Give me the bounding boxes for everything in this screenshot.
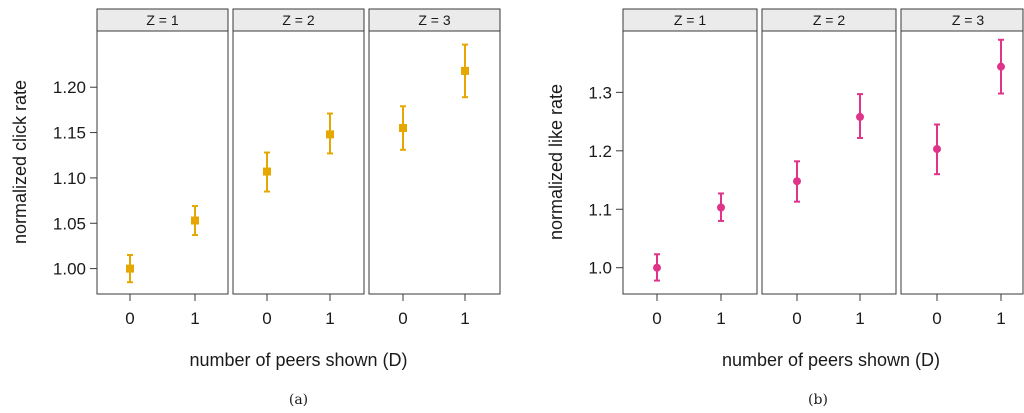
- facet-z3-strip: Z = 3: [900, 8, 1024, 32]
- y-tick-label: 1.00: [53, 260, 86, 279]
- point-marker: [399, 124, 407, 133]
- point-marker: [326, 130, 334, 139]
- facet-z1-panel: [96, 30, 229, 295]
- data-marks: [126, 43, 469, 284]
- x-axis-label: number of peers shown (D): [189, 350, 407, 370]
- y-tick-label: 1.2: [588, 142, 612, 161]
- data-marks: [653, 38, 1005, 282]
- x-tick-label: 1: [996, 309, 1005, 328]
- y-tick-label: 1.3: [588, 83, 612, 102]
- facet-z1-strip: Z = 1: [96, 8, 229, 32]
- subfigure-caption: (a): [289, 392, 308, 408]
- facet-label: Z = 2: [282, 12, 315, 28]
- point-marker: [461, 66, 469, 75]
- point-marker: [126, 264, 134, 273]
- facet-label: Z = 3: [952, 12, 985, 28]
- y-tick-label: 1.10: [53, 169, 86, 188]
- facet-z3-panel: [368, 30, 501, 295]
- data-point: [191, 205, 199, 237]
- data-point: [263, 151, 271, 193]
- x-tick-label: 1: [460, 309, 469, 328]
- chart-b-like-rate: Z = 1 Z = 2 Z = 3 1.0 1.1 1.2 1.3 0 1 0 1 0 1 nu…: [546, 8, 1024, 408]
- x-tick-label: 0: [792, 309, 801, 328]
- y-axis-label: normalized like rate: [546, 84, 566, 240]
- y-axis-ticks: 1.00 1.05 1.10 1.15 1.20: [53, 78, 97, 279]
- data-point: [653, 253, 661, 282]
- point-marker: [997, 62, 1005, 71]
- chart-a-click-rate: Z = 1 Z = 2 Z = 3 1.00 1.05 1.10 1.15 1.20 0…: [10, 8, 501, 408]
- y-axis-ticks: 1.0 1.1 1.2 1.3: [588, 83, 623, 278]
- facet-z2-panel: [232, 30, 365, 295]
- subfigure-caption: (b): [808, 392, 828, 408]
- x-tick-label: 0: [932, 309, 941, 328]
- data-point: [717, 192, 725, 222]
- x-tick-label: 0: [125, 309, 134, 328]
- x-axis-ticks: 0 1 0 1 0 1: [652, 294, 1006, 328]
- point-marker: [793, 177, 801, 186]
- facet-z2-panel: [761, 30, 897, 295]
- facet-z3-panel: [900, 30, 1024, 295]
- facet-z1-panel: [622, 30, 758, 295]
- y-tick-label: 1.0: [588, 259, 612, 278]
- y-axis-label: normalized click rate: [10, 80, 30, 244]
- y-tick-label: 1.15: [53, 124, 86, 143]
- facet-z3-strip: Z = 3: [368, 8, 501, 32]
- x-tick-label: 0: [652, 309, 661, 328]
- x-tick-label: 1: [325, 309, 334, 328]
- point-marker: [191, 216, 199, 225]
- data-point: [461, 43, 469, 99]
- x-tick-label: 0: [262, 309, 271, 328]
- facet-label: Z = 1: [146, 12, 179, 28]
- x-axis-ticks: 0 1 0 1 0 1: [125, 294, 470, 328]
- facet-label: Z = 2: [813, 12, 846, 28]
- data-point: [933, 123, 941, 176]
- y-tick-label: 1.1: [588, 200, 612, 219]
- facet-z1-strip: Z = 1: [622, 8, 758, 32]
- x-tick-label: 1: [716, 309, 725, 328]
- data-point: [997, 38, 1005, 95]
- x-tick-label: 0: [398, 309, 407, 328]
- point-marker: [263, 167, 271, 176]
- point-marker: [653, 263, 661, 272]
- point-marker: [933, 145, 941, 154]
- y-tick-label: 1.05: [53, 214, 86, 233]
- data-point: [399, 105, 407, 151]
- facet-z2-strip: Z = 2: [232, 8, 365, 32]
- data-point: [793, 160, 801, 203]
- point-marker: [856, 112, 864, 121]
- facet-z2-strip: Z = 2: [761, 8, 897, 32]
- x-tick-label: 1: [190, 309, 199, 328]
- data-point: [326, 112, 334, 155]
- x-axis-label: number of peers shown (D): [722, 350, 940, 370]
- point-marker: [717, 203, 725, 212]
- data-point: [856, 93, 864, 139]
- data-point: [126, 254, 134, 284]
- y-tick-label: 1.20: [53, 78, 86, 97]
- facet-label: Z = 3: [418, 12, 451, 28]
- x-tick-label: 1: [855, 309, 864, 328]
- facet-label: Z = 1: [674, 12, 707, 28]
